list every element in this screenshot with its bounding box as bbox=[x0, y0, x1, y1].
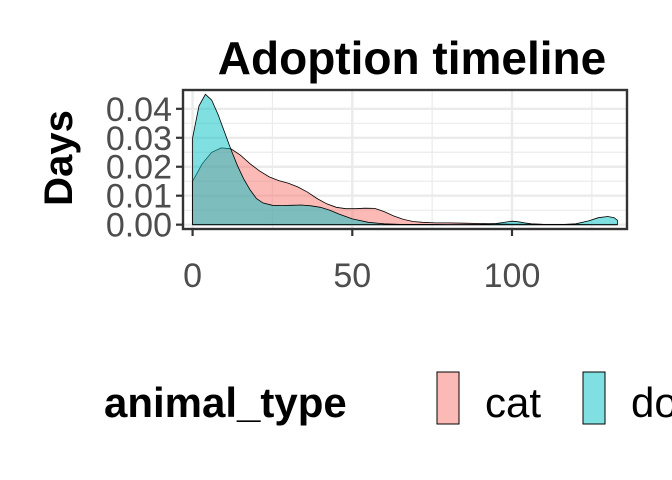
y-tick-label: 0.02 bbox=[106, 149, 172, 187]
x-tick-label: 50 bbox=[333, 257, 371, 295]
plot-border bbox=[181, 88, 629, 231]
x-tick-label: 0 bbox=[183, 257, 202, 295]
y-tick-label: 0.03 bbox=[106, 120, 172, 158]
x-axis: 0 50 100 bbox=[183, 229, 540, 295]
legend: animal_type cat dog bbox=[104, 371, 672, 426]
legend-label-cat: cat bbox=[485, 379, 541, 426]
legend-key-dog bbox=[582, 371, 606, 425]
y-tick-label: 0.01 bbox=[106, 178, 172, 216]
y-tick-label: 0.00 bbox=[106, 207, 172, 245]
density-areas bbox=[192, 93, 618, 226]
y-tick-label: 0.04 bbox=[106, 91, 172, 129]
legend-label-dog: dog bbox=[631, 379, 672, 426]
density-area-dog bbox=[192, 93, 618, 226]
legend-title: animal_type bbox=[104, 379, 347, 426]
y-axis-title: Days bbox=[37, 110, 81, 206]
x-tick-label: 100 bbox=[484, 257, 541, 295]
legend-key-cat bbox=[436, 371, 460, 425]
chart-title: Adoption timeline bbox=[218, 32, 606, 84]
y-axis: 0.000.010.020.030.04 bbox=[106, 91, 183, 245]
